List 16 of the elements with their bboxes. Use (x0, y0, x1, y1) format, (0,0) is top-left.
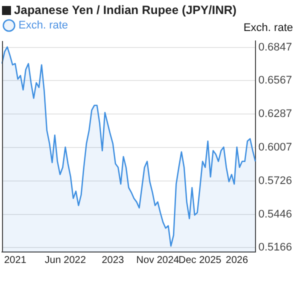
y-tick-label: 0.6567 (258, 74, 292, 87)
y-tick-label: 0.6007 (258, 141, 292, 154)
y-tick-label: 0.5166 (258, 242, 292, 254)
x-tick-label: Nov 2024 (136, 254, 180, 266)
y-tick-label: 0.6287 (258, 108, 292, 120)
y-tick-label: 0.6847 (258, 41, 292, 54)
y-tick-label: 0.5726 (258, 174, 292, 187)
y-tick-label: 0.5446 (258, 208, 292, 220)
x-tick-label: 2026 (226, 254, 248, 266)
x-tick-label: Jun 2022 (44, 254, 86, 266)
x-tick-label: Dec 2025 (178, 254, 222, 266)
x-tick-label: 2023 (102, 254, 124, 266)
y-axis-title: Exch. rate (243, 22, 293, 34)
legend-label: Exch. rate (18, 20, 68, 32)
x-tick-label: 2021 (4, 254, 27, 266)
chart-title: Japanese Yen / Indian Rupee (JPY/INR) (14, 3, 237, 17)
